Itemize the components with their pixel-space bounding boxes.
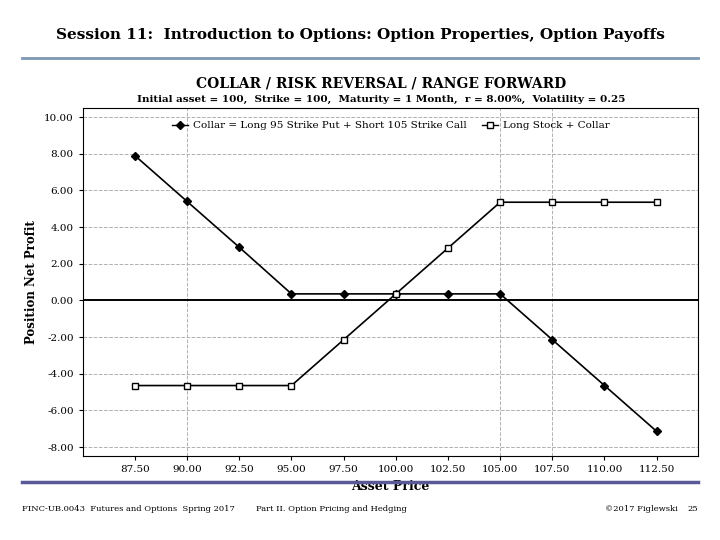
Y-axis label: Position Net Profit: Position Net Profit [25,220,38,344]
Legend: Collar = Long 95 Strike Put + Short 105 Strike Call, Long Stock + Collar: Collar = Long 95 Strike Put + Short 105 … [168,117,614,134]
Text: COLLAR / RISK REVERSAL / RANGE FORWARD: COLLAR / RISK REVERSAL / RANGE FORWARD [197,77,567,91]
Text: Part II. Option Pricing and Hedging: Part II. Option Pricing and Hedging [256,505,407,512]
Text: Session 11:  Introduction to Options: Option Properties, Option Payoffs: Session 11: Introduction to Options: Opt… [55,29,665,43]
Text: Initial asset = 100,  Strike = 100,  Maturity = 1 Month,  r = 8.00%,  Volatility: Initial asset = 100, Strike = 100, Matur… [138,96,626,104]
Text: FINC-UB.0043  Futures and Options  Spring 2017: FINC-UB.0043 Futures and Options Spring … [22,505,235,512]
Text: ©2017 Figlewski: ©2017 Figlewski [605,505,678,512]
Text: 25: 25 [688,505,698,512]
X-axis label: Asset Price: Asset Price [351,480,430,493]
